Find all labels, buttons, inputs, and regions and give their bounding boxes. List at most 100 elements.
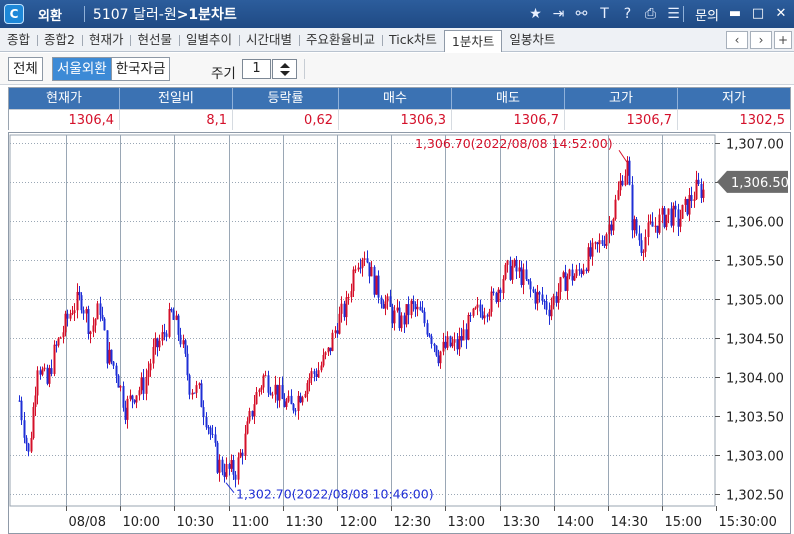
help-icon[interactable]: ? [623,5,632,22]
tab-tick-chart[interactable]: Tick차트 [382,29,444,51]
maximize-icon[interactable]: □ [751,6,765,21]
app-logo-icon[interactable]: C [4,4,24,24]
candle-body [357,267,360,270]
candle-body [423,311,426,324]
market-segment-group: 서울외환 한국자금 [52,57,171,81]
candle-body [559,277,562,292]
candle-body [456,339,459,350]
tab-daily-trend[interactable]: 일별추이 [179,29,239,51]
candle-body [71,313,74,315]
window-controls: 문의 ▬ □ ✕ [681,0,788,28]
candle-body [509,260,512,280]
inquiry-button[interactable]: 문의 [695,8,719,24]
font-icon[interactable]: T [600,5,609,22]
candlestick-chart[interactable]: 1,307.00 1,306.50 1,306.00 1,305.50 1,305.00… [9,133,790,533]
candle-body [66,313,69,319]
stepper-down-icon[interactable] [280,71,290,76]
tab-current-price[interactable]: 현재가 [81,29,131,51]
candle-body [681,204,684,219]
candle-body [331,332,334,351]
tab-summary[interactable]: 종합 [7,31,31,47]
segment-korea-money-button[interactable]: 한국자금 [110,58,170,80]
candle-body [368,262,371,277]
header-bid: 매수 [339,88,452,109]
candle-body [384,301,387,309]
tab-next-button[interactable]: › [750,31,772,49]
candle-body [538,292,541,295]
candle-body [354,269,357,271]
candle-body [631,184,634,231]
candle-body [129,395,132,399]
stepper-up-icon[interactable] [280,63,290,68]
candle-body [541,294,544,301]
candle-body [405,304,408,325]
candle-body [18,400,21,402]
candle-body [437,355,440,364]
candle-body [444,341,447,348]
candle-body [205,417,208,428]
candle-body [36,370,39,396]
candle-body [545,301,548,310]
candle-body [380,297,383,305]
candle-body [340,303,343,314]
candle-body [621,180,624,186]
tab-daily-chart[interactable]: 일봉차트 [509,31,556,47]
tab-major-rates[interactable]: 주요환율비교 [299,29,382,51]
candle-body [479,304,482,312]
segment-seoul-fx-button[interactable]: 서울외환 [53,58,111,80]
share-out-icon[interactable]: ⇥ [552,5,565,22]
candle-body [297,395,300,411]
header-change-rate: 등락률 [233,88,339,109]
candle-body [278,385,281,401]
y-tick-label: 1,305.50 [726,255,784,270]
y-tick-label: 1,307.00 [726,138,784,153]
period-stepper[interactable] [272,59,297,79]
candle-body [469,315,472,317]
candle-body [550,305,553,317]
candle-body [426,323,429,335]
low-annotation: 1,302.70(2022/08/08 10:46:00) [236,487,434,502]
tab-1min-chart[interactable]: 1분차트 [443,29,503,52]
high-annotation-arrow [618,149,628,163]
one-minute-chart[interactable]: 1,307.00 1,306.50 1,306.00 1,305.50 1,305.00… [8,132,791,534]
star-icon[interactable]: ★ [529,5,542,22]
tab-add-button[interactable]: + [774,31,792,49]
segment-all-button[interactable]: 전체 [9,58,42,80]
candle-body [476,304,479,308]
candle-body [665,214,668,228]
candle-body [359,267,362,269]
close-icon[interactable]: ✕ [775,6,787,21]
candle-body [246,421,249,434]
candle-body [193,392,196,394]
print-icon[interactable]: ⎙ [644,5,657,22]
list-icon[interactable]: ☰ [667,5,680,22]
tab-summary2[interactable]: 종합2 [37,29,82,51]
candle-body [170,309,173,311]
candle-body [145,377,148,394]
y-tick-label: 1,306.00 [726,216,784,231]
candle-body [566,276,569,291]
candle-body [552,296,555,306]
candle-body [525,269,528,280]
tab-prev-button[interactable]: ‹ [726,31,748,49]
x-tick-label: 11:00 [232,515,269,530]
minimize-icon[interactable]: ▬ [728,6,742,21]
candle-body [585,269,588,272]
candle-body [258,389,261,393]
y-tick-label: 1,305.00 [726,294,784,309]
candle-body [62,332,65,338]
tab-hourly[interactable]: 시간대별 [239,29,299,51]
filter-toolbar: 전체 서울외환 한국자금 주기 1 [0,53,794,85]
candle-body [529,281,532,290]
link-icon[interactable]: ⚯ [575,5,588,22]
tab-spot-futures[interactable]: 현선물 [130,29,179,51]
candle-body [317,370,320,377]
candle-body [451,342,454,347]
candle-body [43,367,46,370]
period-input[interactable]: 1 [242,59,271,79]
title-divider [683,6,685,22]
candle-body [347,297,350,299]
candle-body [221,459,224,473]
candle-body [398,307,401,329]
candle-body [578,269,581,271]
